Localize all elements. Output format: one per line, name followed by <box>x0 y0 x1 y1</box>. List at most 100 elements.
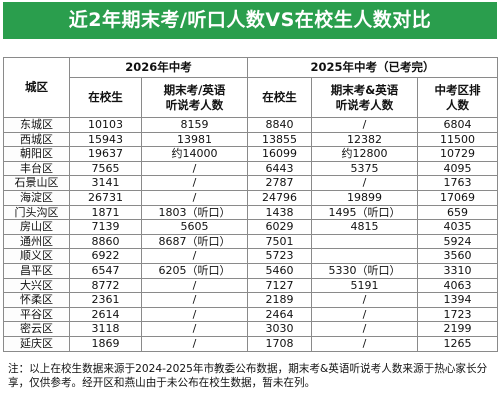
district-cell: 海淀区 <box>3 189 70 206</box>
district-cell: 丰台区 <box>3 160 70 177</box>
rank-2025-cell: 5924 <box>417 233 499 250</box>
students-2025-cell: 7501 <box>247 233 313 250</box>
rank-2025-cell: 2199 <box>417 321 499 337</box>
students-2025-header: 在校生 <box>247 77 313 118</box>
rank-2025-cell: 4035 <box>417 219 499 235</box>
exam-2025-cell: 约12800 <box>311 146 419 162</box>
district-cell: 通州区 <box>3 233 70 250</box>
rank-2025-cell: 11500 <box>417 131 499 148</box>
rank-2025-cell: 17069 <box>417 189 499 206</box>
students-2025-cell: 24796 <box>247 189 313 206</box>
students-2025-cell: 5723 <box>247 248 313 264</box>
header-group-row: 城区 2026年中考 2025年中考（已考完） <box>3 57 499 118</box>
students-2026-cell: 2614 <box>69 306 142 323</box>
district-cell: 东城区 <box>3 117 70 133</box>
students-2026-cell: 26731 <box>69 189 142 206</box>
table-row: 平谷区 2614/2464/1723 <box>3 306 499 323</box>
students-2026-cell: 8860 <box>69 233 142 250</box>
table-row: 东城区 10103 8159 8840/6804 <box>3 117 499 133</box>
header-sub-row: 在校生 期末考/英语 听说考人数 在校生 期末考&英语 听说考人数 中考区排 人… <box>4 77 499 118</box>
rank-2025-cell: 3310 <box>417 262 499 279</box>
table-row: 大兴区 8772/7127 5191 4063 <box>3 277 499 294</box>
rank-2025-header-line2: 人数 <box>446 97 470 112</box>
table-row: 海淀区 26731/24796 19899 17069 <box>3 189 499 206</box>
exam-2026-cell: 5605 <box>140 219 249 235</box>
rank-2025-cell: 4063 <box>417 277 499 294</box>
district-cell: 平谷区 <box>3 306 70 323</box>
rank-2025-cell: 1763 <box>417 175 499 191</box>
table-row: 顺义区 6922/5723 3560 <box>3 248 499 264</box>
students-2025-cell: 2787 <box>247 175 313 191</box>
rank-2025-cell: 6804 <box>417 117 499 133</box>
students-2025-cell: 2189 <box>247 292 313 308</box>
exam-2026-header-line2: 听说考人数 <box>165 97 224 112</box>
exam-2026-cell: / <box>140 160 249 177</box>
rank-2025-header-line1: 中考区排 <box>434 82 481 97</box>
table-row: 密云区 3118/3030/2199 <box>3 321 499 337</box>
rank-2025-header: 中考区排 人数 <box>417 77 499 118</box>
exam-2026-cell: 约14000 <box>140 146 249 162</box>
students-2026-cell: 7565 <box>69 160 142 177</box>
students-2026-cell: 2361 <box>69 292 142 308</box>
district-cell: 朝阳区 <box>3 146 70 162</box>
exam-2026-cell: 8159 <box>140 117 249 133</box>
students-2025-cell: 5460 <box>247 262 313 279</box>
students-2025-cell: 13855 <box>247 131 313 148</box>
exam-2026-cell: / <box>140 335 249 352</box>
district-column-header: 城区 <box>3 57 70 118</box>
exam-2025-header: 期末考&英语 听说考人数 <box>311 77 419 118</box>
table-row: 朝阳区 19637 约14000 16099 约12800 10729 <box>3 146 499 162</box>
district-cell: 大兴区 <box>3 277 70 294</box>
footnote: 注：以上在校生数据来源于2024-2025年市教委公布数据，期末考&英语听说考人… <box>8 363 488 389</box>
exam-2026-cell: 13981 <box>140 131 249 148</box>
exam-2025-cell: 19899 <box>311 189 419 206</box>
comparison-table: 城区 2026年中考 2025年中考（已考完） 在校生 期末考/英语 听说考人数… <box>3 57 499 352</box>
exam-2026-cell: / <box>140 277 249 294</box>
exam-2025-header-line2: 听说考人数 <box>335 97 394 112</box>
district-cell: 密云区 <box>3 321 70 337</box>
exam-2026-cell: / <box>140 306 249 323</box>
students-2025-cell: 8840 <box>247 117 313 133</box>
rank-2025-cell: 1265 <box>417 335 499 352</box>
students-2026-cell: 8772 <box>69 277 142 294</box>
rank-2025-cell: 1723 <box>417 306 499 323</box>
exam-2026-cell: 6205（听口） <box>140 262 249 279</box>
table-row: 西城区 15943 13981 13855 12382 11500 <box>3 131 499 148</box>
rank-2025-cell: 3560 <box>417 248 499 264</box>
exam-2026-cell: / <box>140 175 249 191</box>
table-row: 门头沟区 1871 1803（听口） 1438 1495（听口） 659 <box>3 204 499 221</box>
exam-2025-cell: / <box>311 321 419 337</box>
table-row: 怀柔区 2361/2189/1394 <box>3 292 499 308</box>
exam-2026-header-line1: 期末考/英语 <box>163 82 226 97</box>
exam-2025-cell: 12382 <box>311 131 419 148</box>
exam-2025-cell <box>311 248 419 264</box>
group-header-2025: 2025年中考（已考完） <box>247 57 499 78</box>
district-cell: 昌平区 <box>3 262 70 279</box>
students-2026-cell: 3118 <box>69 321 142 337</box>
students-2026-header: 在校生 <box>69 77 142 118</box>
students-2026-cell: 3141 <box>69 175 142 191</box>
exam-2025-cell: 5375 <box>311 160 419 177</box>
exam-2025-cell: / <box>311 306 419 323</box>
students-2025-cell: 1438 <box>247 204 313 221</box>
exam-2025-cell <box>311 233 419 250</box>
district-cell: 门头沟区 <box>3 204 70 221</box>
exam-2026-cell: 8687（听口） <box>140 233 249 250</box>
district-cell: 延庆区 <box>3 335 70 352</box>
exam-2025-cell: 5330（听口） <box>311 262 419 279</box>
students-2025-cell: 16099 <box>247 146 313 162</box>
district-cell: 顺义区 <box>3 248 70 264</box>
students-2026-cell: 1869 <box>69 335 142 352</box>
exam-2026-cell: 1803（听口） <box>140 204 249 221</box>
exam-2026-cell: / <box>140 189 249 206</box>
students-2026-cell: 6922 <box>69 248 142 264</box>
students-2025-cell: 3030 <box>247 321 313 337</box>
exam-2025-cell: 4815 <box>311 219 419 235</box>
students-2025-cell: 2464 <box>247 306 313 323</box>
exam-2026-cell: / <box>140 248 249 264</box>
table-body: 东城区 10103 8159 8840/6804 西城区 15943 13981 13855… <box>3 117 499 352</box>
exam-2025-cell: / <box>311 175 419 191</box>
exam-2025-header-line1: 期末考&英语 <box>330 82 399 97</box>
exam-2025-cell: 1495（听口） <box>311 204 419 221</box>
